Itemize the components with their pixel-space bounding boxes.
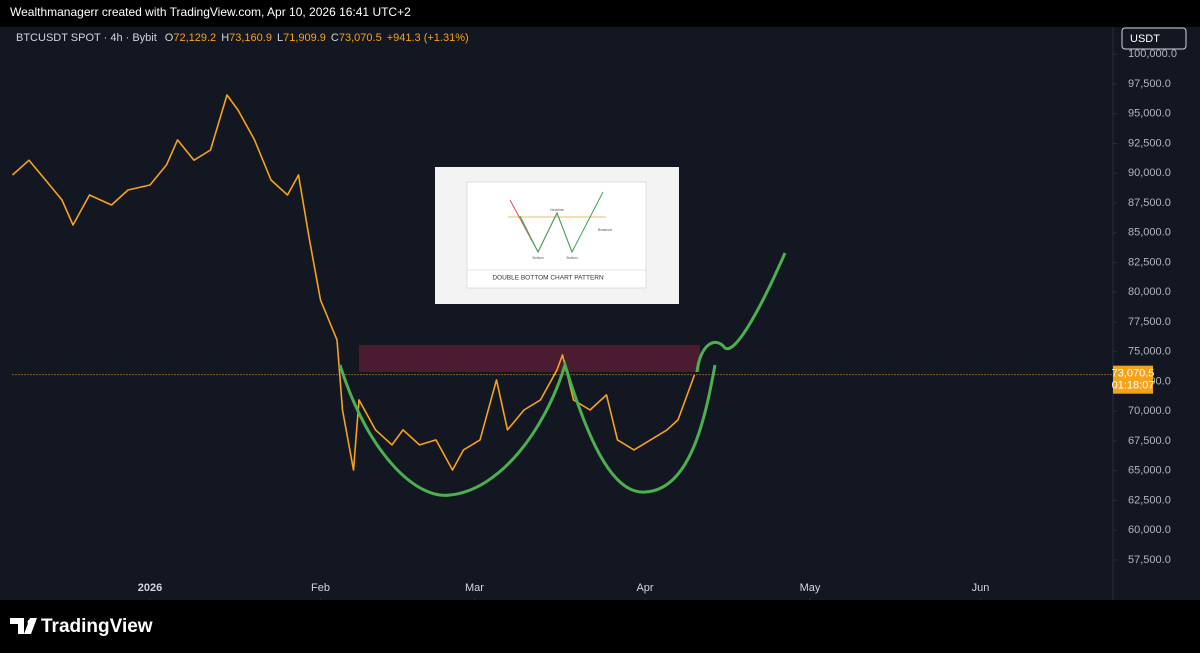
x-tick-label: Apr xyxy=(636,582,653,594)
y-tick-label: 87,500.0 xyxy=(1128,197,1171,209)
projection-drawing xyxy=(695,252,787,373)
footer-brand: TradingView xyxy=(41,616,153,637)
y-tick-label: 100,000.0 xyxy=(1128,48,1177,60)
chart-panel xyxy=(0,27,1200,600)
inset-image: DOUBLE BOTTOM CHART PATTERN Neckline Bot… xyxy=(435,167,679,304)
inset-label: Neckline xyxy=(550,208,563,212)
countdown: 01:18:07 xyxy=(1112,380,1155,392)
y-tick-label: 60,000.0 xyxy=(1128,524,1171,536)
currency-button[interactable] xyxy=(1121,27,1187,50)
ohlc-key: O xyxy=(165,32,174,44)
y-tick-label: 80,000.0 xyxy=(1128,286,1171,298)
resistance-zone xyxy=(359,344,700,372)
x-tick-label: 2026 xyxy=(138,582,162,594)
x-tick-label: Feb xyxy=(311,582,330,594)
inset-green-path xyxy=(519,191,604,254)
y-tick-label: 67,500.0 xyxy=(1128,435,1171,447)
inset-title: DOUBLE BOTTOM CHART PATTERN xyxy=(492,275,604,282)
double-bottom-drawing xyxy=(338,359,717,497)
last-price-label: 73,070.5 xyxy=(1112,368,1155,380)
ohlc-value: 72,129.2 xyxy=(173,32,216,44)
y-tick-label: 95,000.0 xyxy=(1128,108,1171,120)
symbol: BTCUSDT SPOT · 4h · Bybit xyxy=(16,32,157,44)
inset-label: Bottom xyxy=(566,256,577,260)
last-price-tag xyxy=(1113,365,1153,394)
ohlc-value: 71,909.9 xyxy=(283,32,326,44)
y-tick-label: 70,000.0 xyxy=(1128,405,1171,417)
y-tick-label: 77,500.0 xyxy=(1128,316,1171,328)
ohlc-value: 73,160.9 xyxy=(229,32,272,44)
y-tick-label: 75,000.0 xyxy=(1128,346,1171,358)
y-tick-label: 65,000.0 xyxy=(1128,465,1171,477)
inset-label: Breakout xyxy=(598,228,612,232)
ohlc-key: H xyxy=(221,32,229,44)
y-tick-label: 82,500.0 xyxy=(1128,256,1171,268)
x-tick-label: Jun xyxy=(972,582,990,594)
credit: Wealthmanagerr created with TradingView.… xyxy=(10,5,411,19)
inset-label: Bottom xyxy=(532,256,543,260)
logo-dot xyxy=(27,619,33,625)
ohlc-key: L xyxy=(277,32,283,44)
y-tick-label: 62,500.0 xyxy=(1128,494,1171,506)
y-tick-label: 85,000.0 xyxy=(1128,227,1171,239)
plot: 57,500.0 60,000.0 62,500.0 65,000.0 67,500.0… xyxy=(11,48,1177,600)
ohlc: O 72,129.2 H 73,160.9 L 71,909.9 C 73,070.5 +941… xyxy=(165,32,469,44)
ohlc-key: C xyxy=(331,32,339,44)
y-tick-label: 90,000.0 xyxy=(1128,167,1171,179)
x-tick-label: May xyxy=(800,582,821,594)
y-tick-label: 92,500.0 xyxy=(1128,137,1171,149)
currency[interactable]: USDT xyxy=(1130,33,1160,45)
inset-panel xyxy=(466,181,647,289)
logo xyxy=(10,618,37,634)
y-tick-label: 97,500.0 xyxy=(1128,78,1171,90)
y-tick-label: 57,500.0 xyxy=(1128,554,1171,566)
ohlc-value: 73,070.5 xyxy=(339,32,382,44)
price-line xyxy=(11,94,696,471)
change: +941.3 (+1.31%) xyxy=(387,32,469,44)
x-tick-label: Mar xyxy=(465,582,484,594)
